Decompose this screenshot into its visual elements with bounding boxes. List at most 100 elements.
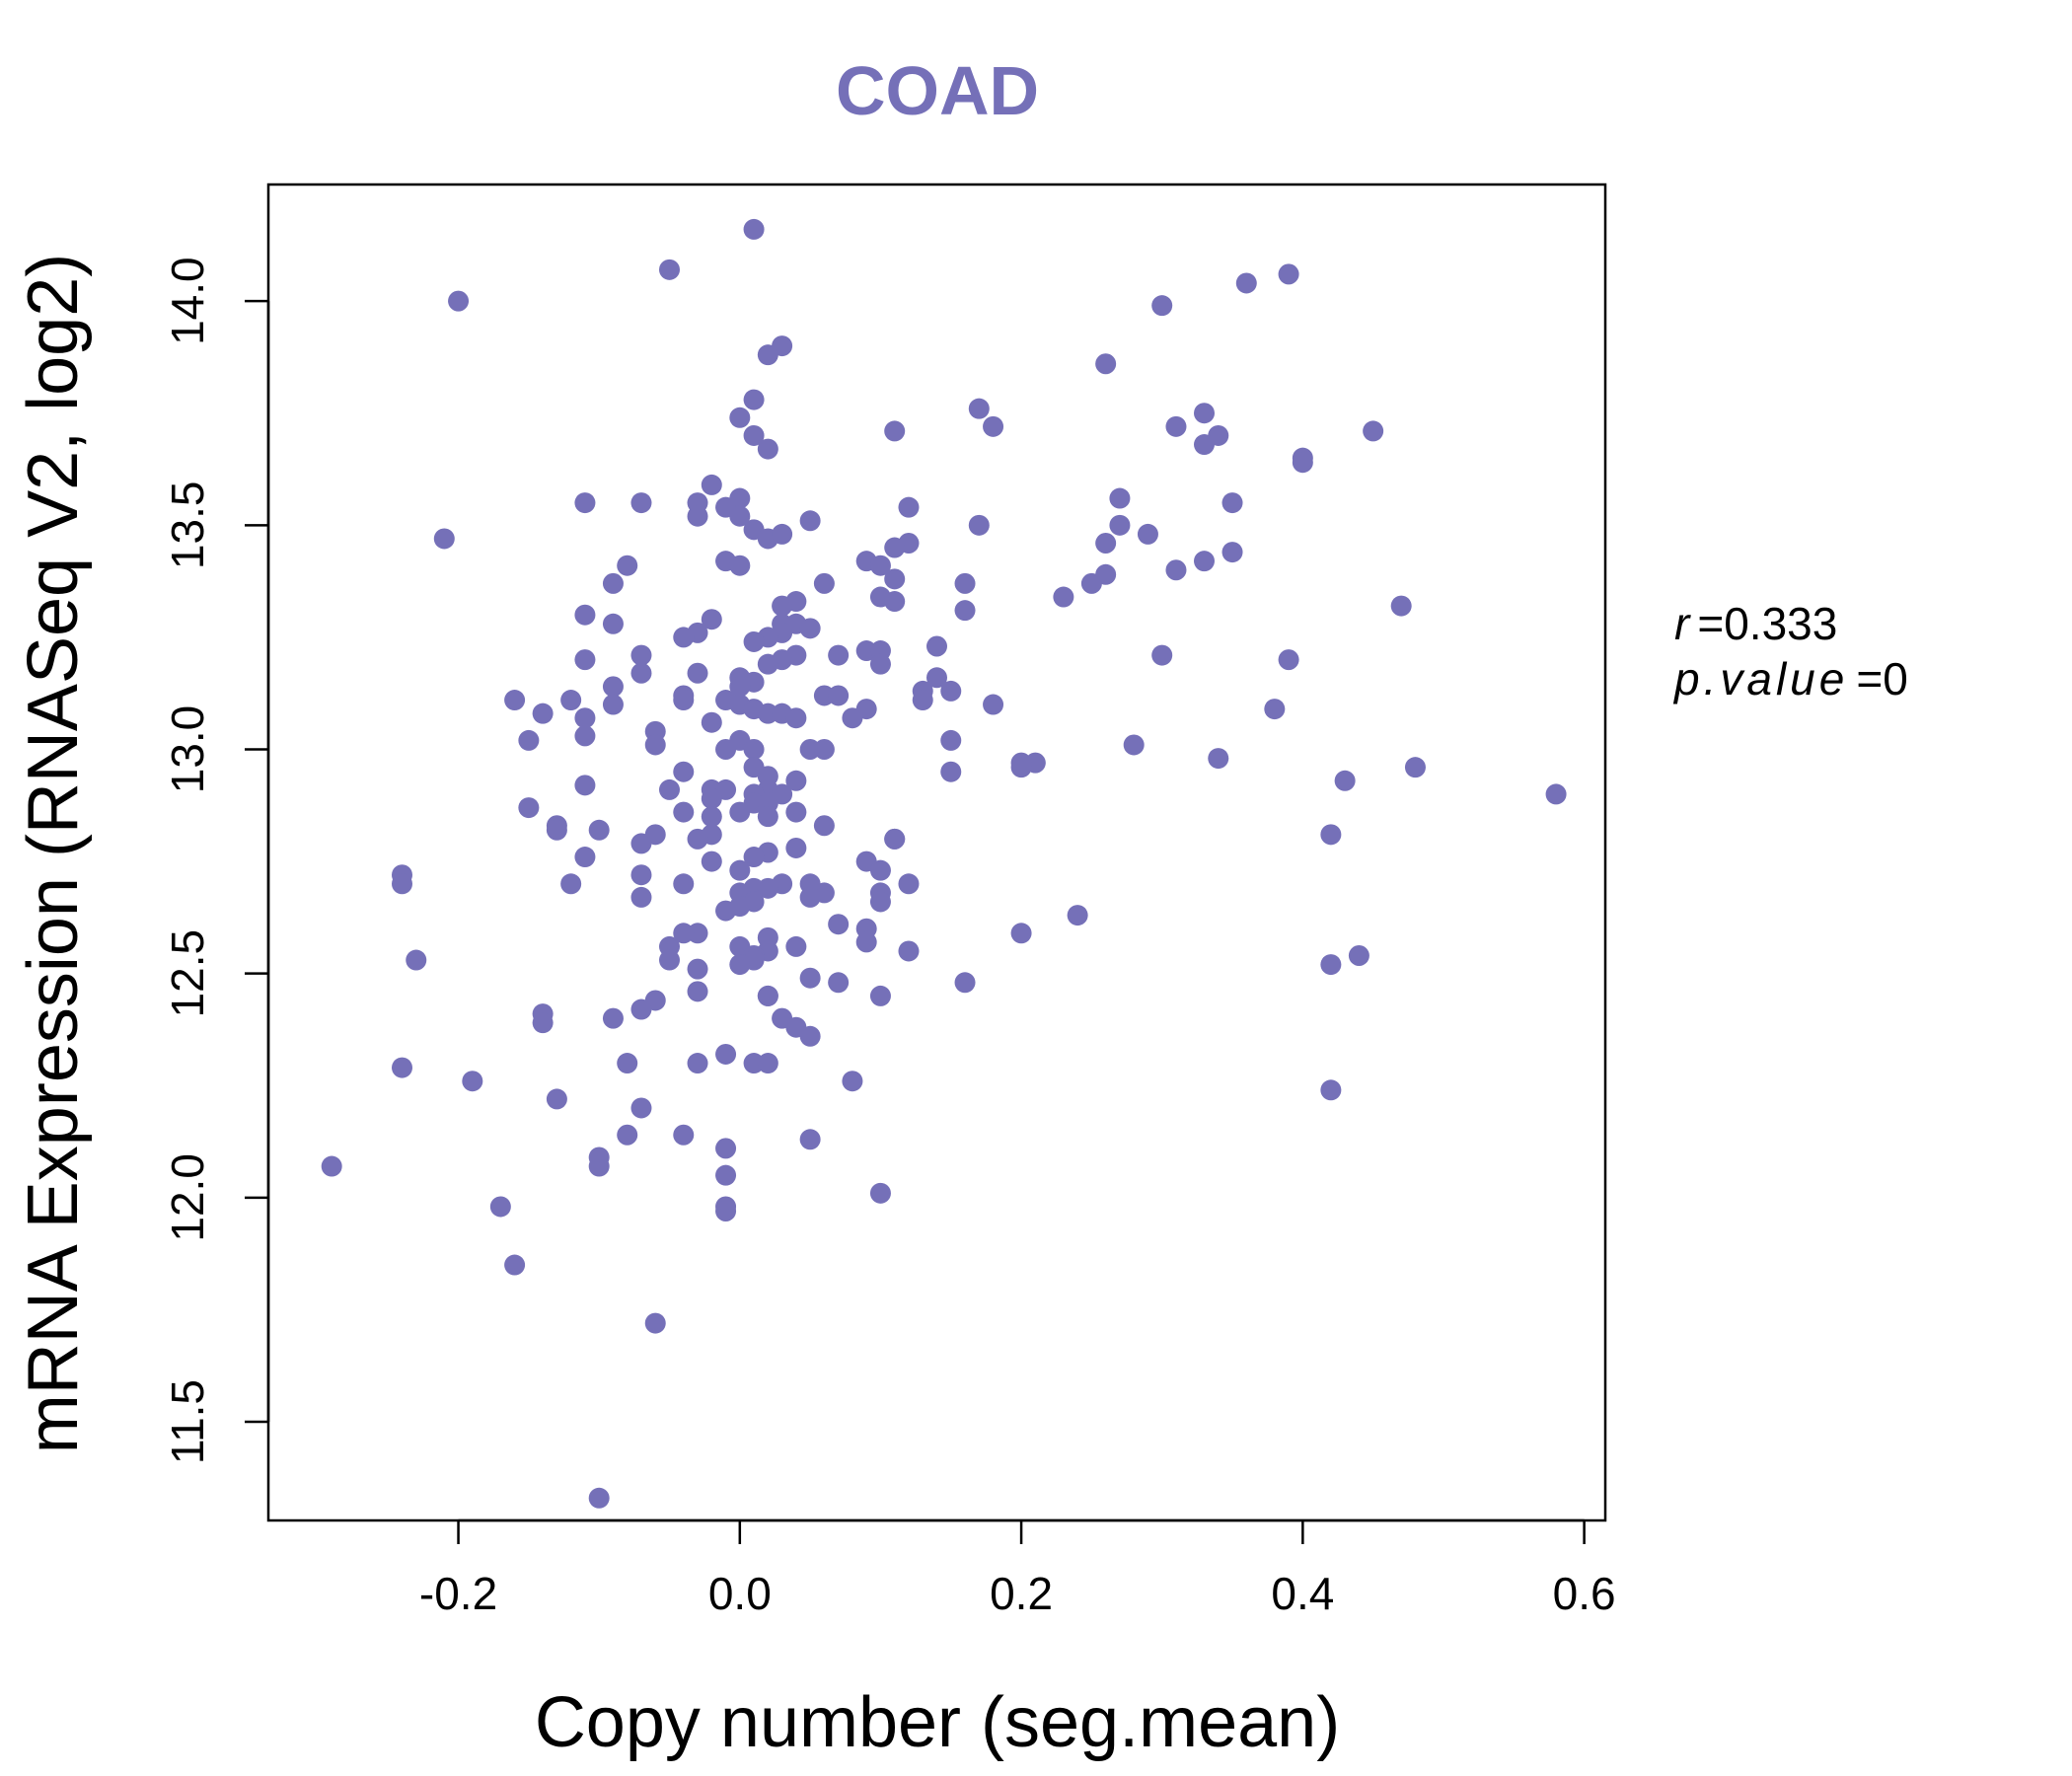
data-point [630, 886, 652, 908]
data-point [1095, 353, 1117, 375]
data-point [813, 738, 835, 760]
data-point [785, 935, 807, 957]
data-point [602, 676, 624, 698]
x-tick-label: 0.0 [708, 1568, 772, 1619]
data-point [1010, 757, 1032, 778]
data-point [687, 981, 708, 1002]
data-point [785, 770, 807, 791]
data-point [968, 398, 990, 419]
data-point [842, 1071, 863, 1092]
data-point [968, 514, 990, 536]
data-point [321, 1155, 342, 1177]
data-point [772, 595, 793, 617]
data-point [743, 847, 765, 868]
data-point [743, 389, 765, 410]
data-point [729, 801, 751, 823]
data-point [701, 806, 722, 828]
data-point [715, 900, 737, 922]
data-point [785, 707, 807, 729]
data-point [602, 572, 624, 594]
data-point [715, 1200, 737, 1221]
data-point [813, 815, 835, 837]
data-point [757, 344, 778, 366]
data-point [884, 420, 906, 442]
data-point [757, 806, 778, 828]
data-point [518, 797, 540, 819]
data-point [1320, 1079, 1342, 1101]
data-point [1320, 954, 1342, 976]
data-point [574, 707, 596, 729]
data-point [1390, 595, 1412, 617]
data-point [602, 694, 624, 715]
data-point [701, 787, 722, 809]
data-point [757, 877, 778, 899]
data-point [602, 613, 624, 634]
data-point [884, 828, 906, 850]
data-point [799, 618, 821, 639]
data-point [1194, 434, 1215, 456]
data-point [828, 644, 850, 666]
data-point [574, 604, 596, 626]
data-point [799, 1025, 821, 1047]
data-point [1080, 572, 1102, 594]
data-point [828, 914, 850, 935]
data-point [546, 819, 567, 841]
data-point [799, 510, 821, 532]
data-point [729, 859, 751, 881]
data-point [1151, 644, 1173, 666]
data-point [1545, 783, 1567, 805]
data-point [433, 528, 455, 550]
data-point [1165, 559, 1187, 581]
data-point [617, 1124, 638, 1146]
data-point [518, 729, 540, 751]
data-point [1264, 699, 1286, 720]
data-point [1404, 757, 1426, 778]
data-point [729, 676, 751, 698]
data-point [1010, 923, 1032, 944]
r-label: r [1674, 598, 1691, 649]
data-point [757, 438, 778, 460]
data-point [940, 761, 962, 782]
data-point [574, 725, 596, 747]
data-point [869, 1182, 891, 1204]
data-point [926, 667, 947, 689]
data-point [1292, 452, 1313, 474]
data-point [715, 1164, 737, 1186]
y-tick-label: 14.0 [162, 257, 213, 345]
x-tick-label: 0.2 [990, 1568, 1053, 1619]
data-point [701, 474, 722, 495]
data-point [1123, 734, 1145, 756]
data-point [1109, 487, 1131, 509]
data-point [884, 591, 906, 613]
data-point [743, 424, 765, 446]
data-point [772, 523, 793, 545]
data-point [898, 873, 920, 895]
data-point [574, 492, 596, 514]
data-point [855, 931, 877, 953]
data-point [1320, 824, 1342, 846]
data-point [1208, 748, 1229, 770]
p-label: p.value [1672, 653, 1848, 704]
data-point [1221, 542, 1243, 563]
data-point [869, 653, 891, 675]
data-point [448, 290, 470, 312]
data-point [729, 407, 751, 428]
data-point [673, 1124, 695, 1146]
data-point [644, 1312, 666, 1334]
data-point [1067, 905, 1088, 926]
correlation-annotation: r =0.333 [1674, 598, 1837, 649]
data-point [1278, 649, 1299, 671]
data-point [1363, 420, 1384, 442]
data-point [1334, 770, 1356, 791]
data-point [687, 662, 708, 684]
data-point [898, 496, 920, 518]
data-point [940, 729, 962, 751]
data-point [406, 949, 427, 971]
data-point [630, 833, 652, 854]
data-point [504, 1254, 526, 1276]
data-point [715, 1043, 737, 1065]
data-point [687, 828, 708, 850]
data-point [630, 662, 652, 684]
data-point [785, 801, 807, 823]
data-point [743, 738, 765, 760]
